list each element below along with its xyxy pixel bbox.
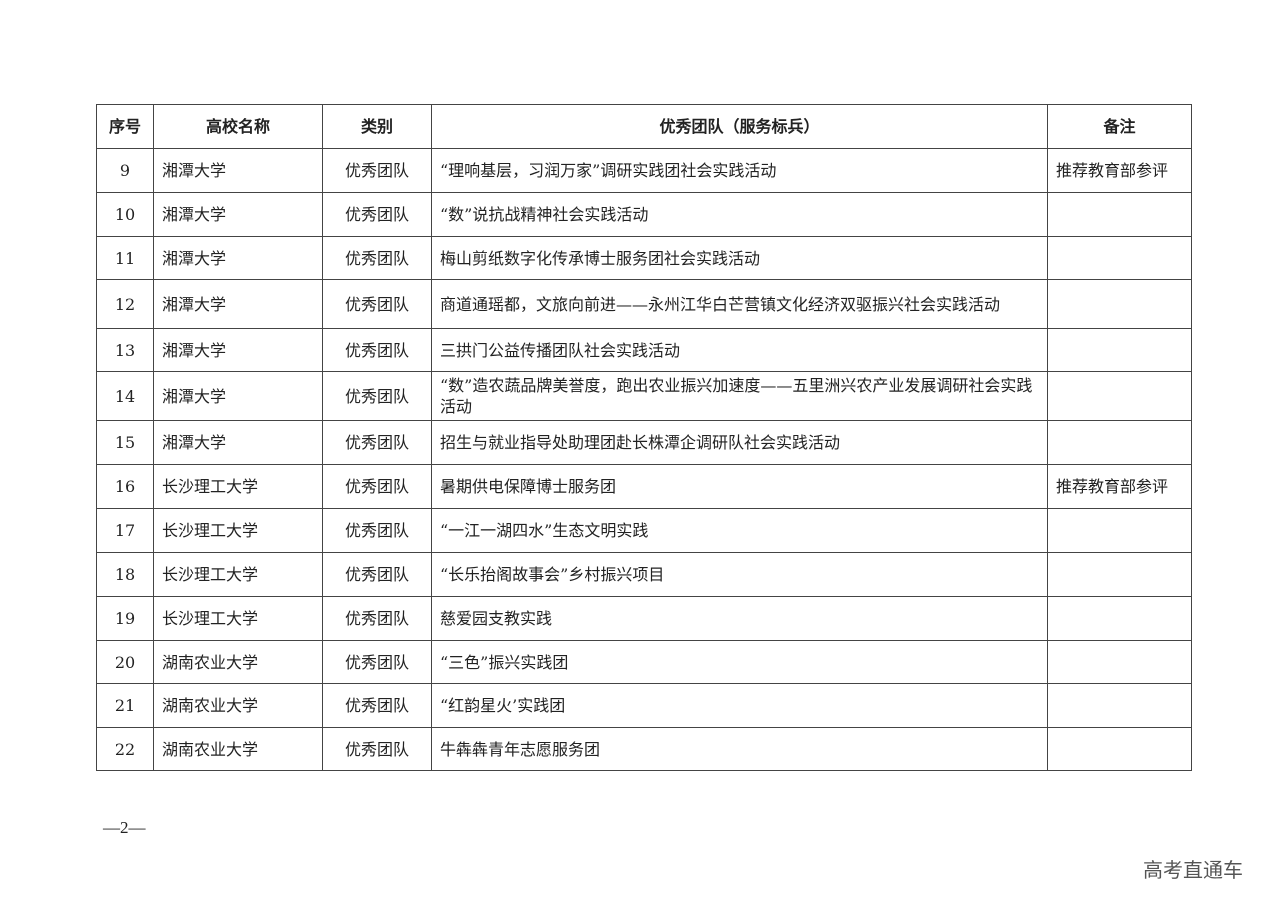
row-team: “三色”振兴实践团 — [431, 640, 1048, 684]
row-category: 优秀团队 — [322, 279, 432, 329]
row-index: 19 — [96, 596, 154, 641]
table-row: 15 湘潭大学 优秀团队 招生与就业指导处助理团赴长株潭企调研队社会实践活动 — [96, 420, 1192, 465]
header-team: 优秀团队（服务标兵） — [431, 104, 1048, 149]
row-team: 三拱门公益传播团队社会实践活动 — [431, 328, 1048, 372]
row-team: 梅山剪纸数字化传承博士服务团社会实践活动 — [431, 236, 1048, 280]
row-index: 13 — [96, 328, 154, 372]
row-remark — [1047, 420, 1192, 465]
row-index: 20 — [96, 640, 154, 684]
row-university: 湘潭大学 — [153, 371, 323, 421]
row-category: 优秀团队 — [322, 596, 432, 641]
table-row: 11 湘潭大学 优秀团队 梅山剪纸数字化传承博士服务团社会实践活动 — [96, 236, 1192, 280]
header-index: 序号 — [96, 104, 154, 149]
row-index: 17 — [96, 508, 154, 553]
row-team: “一江一湖四水”生态文明实践 — [431, 508, 1048, 553]
watermark: 高考直通车 — [1143, 858, 1243, 882]
table-row: 10 湘潭大学 优秀团队 “数”说抗战精神社会实践活动 — [96, 192, 1192, 237]
row-index: 16 — [96, 464, 154, 509]
awards-table: 序号 高校名称 类别 优秀团队（服务标兵） 备注 9 湘潭大学 优秀团队 “理响基层，… — [96, 104, 1192, 771]
row-index: 11 — [96, 236, 154, 280]
row-university: 长沙理工大学 — [153, 508, 323, 553]
row-team: 牛犇犇青年志愿服务团 — [431, 727, 1048, 771]
row-index: 12 — [96, 279, 154, 329]
row-team: 慈爱园支教实践 — [431, 596, 1048, 641]
row-remark — [1047, 328, 1192, 372]
row-category: 优秀团队 — [322, 420, 432, 465]
header-university: 高校名称 — [153, 104, 323, 149]
row-university: 湘潭大学 — [153, 236, 323, 280]
row-remark: 推荐教育部参评 — [1047, 464, 1192, 509]
row-university: 长沙理工大学 — [153, 464, 323, 509]
row-remark — [1047, 508, 1192, 553]
row-category: 优秀团队 — [322, 552, 432, 597]
row-category: 优秀团队 — [322, 371, 432, 421]
row-remark: 推荐教育部参评 — [1047, 148, 1192, 193]
row-team: 商道通瑶都，文旅向前进——永州江华白芒营镇文化经济双驱振兴社会实践活动 — [431, 279, 1048, 329]
row-university: 长沙理工大学 — [153, 596, 323, 641]
table-row: 21 湖南农业大学 优秀团队 “红韵星火’实践团 — [96, 683, 1192, 728]
row-category: 优秀团队 — [322, 328, 432, 372]
row-index: 14 — [96, 371, 154, 421]
row-category: 优秀团队 — [322, 683, 432, 728]
table-row: 14 湘潭大学 优秀团队 “数”造农蔬品牌美誉度，跑出农业振兴加速度——五里洲兴农产业… — [96, 371, 1192, 421]
row-remark — [1047, 683, 1192, 728]
row-university: 湖南农业大学 — [153, 727, 323, 771]
row-team: 招生与就业指导处助理团赴长株潭企调研队社会实践活动 — [431, 420, 1048, 465]
row-remark — [1047, 727, 1192, 771]
header-remark: 备注 — [1047, 104, 1192, 149]
table-row: 13 湘潭大学 优秀团队 三拱门公益传播团队社会实践活动 — [96, 328, 1192, 372]
row-remark — [1047, 192, 1192, 237]
row-remark — [1047, 279, 1192, 329]
row-category: 优秀团队 — [322, 640, 432, 684]
table-row: 18 长沙理工大学 优秀团队 “长乐抬阁故事会”乡村振兴项目 — [96, 552, 1192, 597]
row-university: 湘潭大学 — [153, 148, 323, 193]
row-team: 暑期供电保障博士服务团 — [431, 464, 1048, 509]
row-remark — [1047, 236, 1192, 280]
row-remark — [1047, 371, 1192, 421]
row-university: 湘潭大学 — [153, 279, 323, 329]
table-row: 22 湖南农业大学 优秀团队 牛犇犇青年志愿服务团 — [96, 727, 1192, 771]
row-team: “长乐抬阁故事会”乡村振兴项目 — [431, 552, 1048, 597]
row-team: “红韵星火’实践团 — [431, 683, 1048, 728]
table-header-row: 序号 高校名称 类别 优秀团队（服务标兵） 备注 — [96, 104, 1192, 149]
row-team: “数”说抗战精神社会实践活动 — [431, 192, 1048, 237]
row-category: 优秀团队 — [322, 236, 432, 280]
row-index: 10 — [96, 192, 154, 237]
row-index: 15 — [96, 420, 154, 465]
row-index: 21 — [96, 683, 154, 728]
table-row: 16 长沙理工大学 优秀团队 暑期供电保障博士服务团 推荐教育部参评 — [96, 464, 1192, 509]
row-category: 优秀团队 — [322, 192, 432, 237]
row-university: 湘潭大学 — [153, 192, 323, 237]
row-university: 湘潭大学 — [153, 420, 323, 465]
row-category: 优秀团队 — [322, 727, 432, 771]
row-index: 9 — [96, 148, 154, 193]
row-university: 长沙理工大学 — [153, 552, 323, 597]
table-row: 9 湘潭大学 优秀团队 “理响基层，习润万家”调研实践团社会实践活动 推荐教育部参评 — [96, 148, 1192, 193]
row-index: 18 — [96, 552, 154, 597]
page-number: —2— — [103, 818, 146, 837]
row-university: 湘潭大学 — [153, 328, 323, 372]
row-university: 湖南农业大学 — [153, 683, 323, 728]
row-remark — [1047, 552, 1192, 597]
table-row: 20 湖南农业大学 优秀团队 “三色”振兴实践团 — [96, 640, 1192, 684]
row-remark — [1047, 640, 1192, 684]
row-category: 优秀团队 — [322, 148, 432, 193]
row-index: 22 — [96, 727, 154, 771]
row-team: “理响基层，习润万家”调研实践团社会实践活动 — [431, 148, 1048, 193]
row-remark — [1047, 596, 1192, 641]
row-category: 优秀团队 — [322, 464, 432, 509]
row-university: 湖南农业大学 — [153, 640, 323, 684]
table-row: 19 长沙理工大学 优秀团队 慈爱园支教实践 — [96, 596, 1192, 641]
table-row: 12 湘潭大学 优秀团队 商道通瑶都，文旅向前进——永州江华白芒营镇文化经济双驱振兴社… — [96, 279, 1192, 329]
header-category: 类别 — [322, 104, 432, 149]
table-row: 17 长沙理工大学 优秀团队 “一江一湖四水”生态文明实践 — [96, 508, 1192, 553]
row-team: “数”造农蔬品牌美誉度，跑出农业振兴加速度——五里洲兴农产业发展调研社会实践活动 — [431, 371, 1048, 421]
row-category: 优秀团队 — [322, 508, 432, 553]
